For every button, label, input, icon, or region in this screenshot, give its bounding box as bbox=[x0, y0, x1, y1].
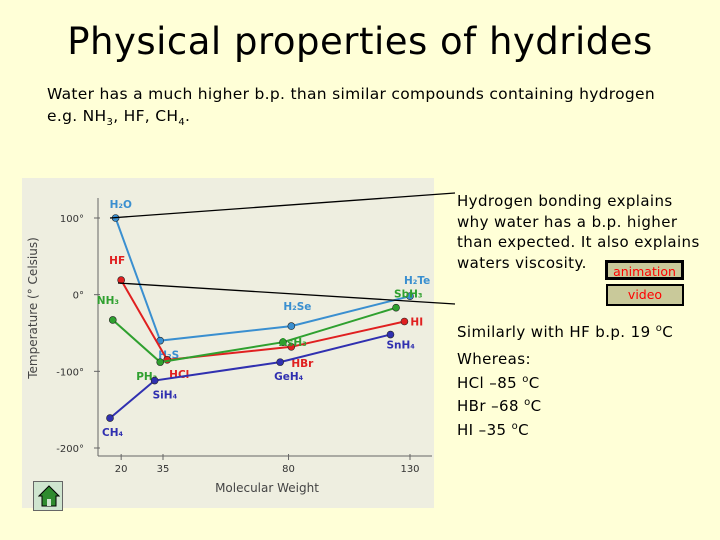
video-button[interactable]: video bbox=[606, 284, 684, 306]
comparison-list: Whereas: HCl –85 oC HBr –68 oC HI –35 oC bbox=[457, 349, 541, 440]
x-tick-label: 80 bbox=[282, 464, 295, 475]
data-label: HF bbox=[109, 255, 125, 267]
data-point bbox=[156, 358, 165, 366]
intro-line-2: e.g. NH3, HF, CH4. bbox=[47, 107, 191, 129]
home-icon bbox=[38, 485, 60, 507]
series-line bbox=[112, 306, 397, 364]
boiling-point-chart: 100° 0° -100° -200° 20 35 80 130 Molecular Weigh… bbox=[22, 178, 434, 508]
data-label: H₂O bbox=[110, 199, 132, 211]
data-point bbox=[287, 343, 296, 351]
home-button[interactable] bbox=[33, 481, 63, 511]
data-label: HI bbox=[410, 317, 423, 329]
y-tick-label: -100° bbox=[56, 367, 84, 378]
data-point bbox=[108, 316, 117, 324]
data-point bbox=[276, 358, 284, 366]
data-label: GeH₄ bbox=[274, 371, 304, 383]
hbr-value: HBr –68 oC bbox=[457, 397, 542, 415]
data-label: AsH₃ bbox=[279, 337, 307, 349]
pointer-line-hf bbox=[117, 282, 456, 305]
explanation-text: Hydrogen bonding explains why water has … bbox=[457, 191, 700, 273]
data-label: CH₄ bbox=[102, 427, 123, 439]
hcl-value: HCl –85 oC bbox=[457, 373, 540, 392]
series-line bbox=[120, 279, 405, 361]
x-tick-label: 35 bbox=[157, 464, 170, 475]
x-tick-label: 130 bbox=[400, 464, 419, 475]
data-label: SbH₃ bbox=[394, 289, 423, 301]
explanation-line-1: Hydrogen bonding explains bbox=[457, 192, 673, 210]
series-line bbox=[114, 217, 411, 342]
data-label: SnH₄ bbox=[386, 340, 415, 352]
explanation-line-3: than expected. It also explains bbox=[457, 233, 700, 251]
data-point bbox=[287, 322, 296, 330]
data-label: H₂Te bbox=[404, 275, 430, 287]
data-point bbox=[400, 317, 409, 326]
y-tick-label: -200° bbox=[56, 444, 84, 455]
pointer-line-water bbox=[109, 192, 456, 219]
data-point bbox=[106, 414, 114, 422]
y-tick-label: 100° bbox=[60, 214, 84, 225]
x-axis-label: Molecular Weight bbox=[215, 481, 319, 495]
data-point bbox=[279, 338, 287, 346]
data-point bbox=[392, 303, 400, 312]
data-point bbox=[386, 330, 395, 339]
chart-svg: 100° 0° -100° -200° 20 35 80 130 Molecular Weigh… bbox=[26, 198, 432, 495]
data-label: H₂Se bbox=[283, 301, 311, 313]
whereas-label: Whereas: bbox=[457, 350, 531, 368]
explanation-line-2: why water has a b.p. higher bbox=[457, 212, 678, 231]
data-point bbox=[406, 292, 414, 300]
data-label: SiH₄ bbox=[153, 390, 178, 402]
y-axis-label: Temperature (° Celsius) bbox=[26, 237, 40, 380]
intro-line-1: Water has a much higher b.p. than simila… bbox=[47, 85, 656, 103]
y-tick-label: 0° bbox=[73, 291, 84, 302]
explanation-line-4: waters viscosity. bbox=[457, 253, 587, 272]
page-title: Physical properties of hydrides bbox=[67, 20, 653, 63]
hi-value: HI –35 oC bbox=[457, 420, 530, 439]
data-label: HBr bbox=[291, 358, 314, 370]
x-tick-label: 20 bbox=[115, 464, 128, 475]
data-label: NH₃ bbox=[97, 295, 120, 307]
intro-text: Water has a much higher b.p. than simila… bbox=[47, 83, 687, 134]
data-point bbox=[150, 376, 159, 385]
series-line bbox=[109, 333, 391, 419]
animation-button[interactable]: animation bbox=[605, 260, 684, 280]
hf-text: Similarly with HF b.p. 19 oC bbox=[457, 323, 674, 341]
